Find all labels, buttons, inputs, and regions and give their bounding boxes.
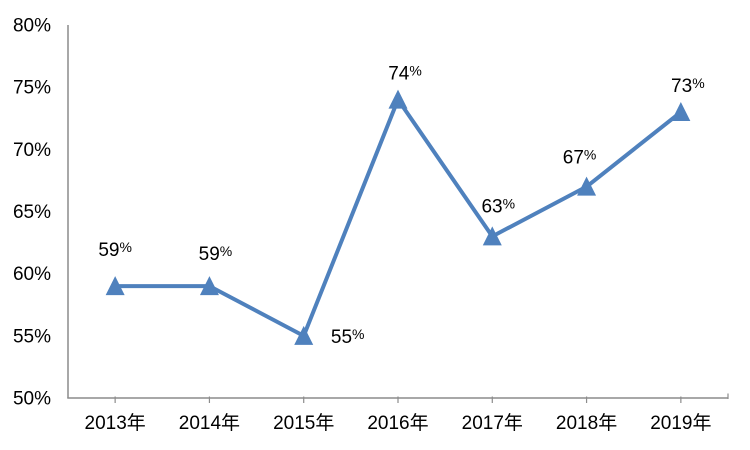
y-axis-tick-label: 50% (13, 389, 51, 410)
x-axis-category-label: 2018年 (556, 412, 617, 434)
x-axis-category-label: 2013年 (85, 412, 146, 434)
y-axis-tick-label: 80% (13, 16, 51, 37)
data-label: 67% (563, 147, 597, 169)
data-point-marker (482, 226, 502, 246)
x-axis-category-label: 2014年 (179, 412, 240, 434)
y-axis-tick-label: 70% (13, 140, 51, 161)
y-axis-tick-label: 55% (13, 326, 51, 347)
data-label: 63% (481, 195, 515, 217)
x-axis-category-label: 2015年 (273, 412, 334, 434)
x-axis-category-label: 2019年 (650, 412, 711, 434)
data-label: 59% (98, 239, 132, 261)
data-point-marker (105, 276, 125, 296)
data-label: 59% (199, 243, 233, 265)
data-point-marker (577, 176, 597, 196)
data-point-marker (294, 325, 314, 345)
data-label: 55% (331, 326, 365, 348)
data-label: 73% (671, 75, 705, 97)
y-axis-tick-label: 65% (13, 202, 51, 223)
x-axis-category-label: 2017年 (462, 412, 523, 434)
y-axis-tick-label: 60% (13, 264, 51, 285)
x-axis-category-label: 2016年 (367, 412, 428, 434)
data-label: 74% (388, 63, 422, 85)
y-axis-tick-label: 75% (13, 78, 51, 99)
data-point-marker (671, 102, 691, 122)
data-point-marker (388, 89, 408, 109)
data-point-marker (199, 276, 219, 296)
